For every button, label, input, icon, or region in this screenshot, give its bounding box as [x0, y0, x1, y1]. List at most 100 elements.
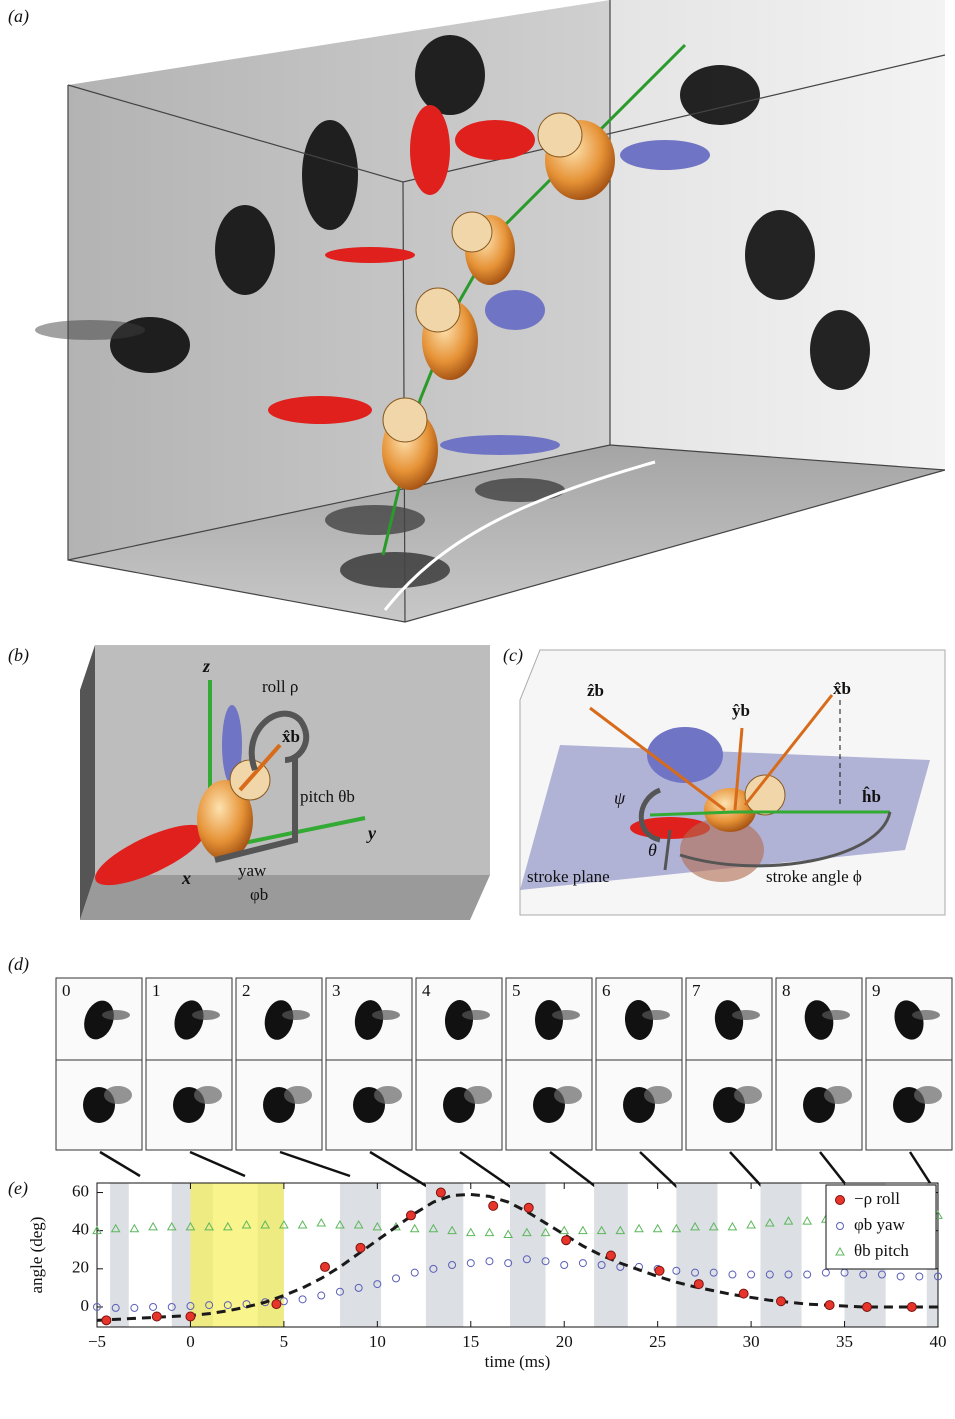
marker	[916, 1273, 923, 1280]
axis-label: ŷb	[732, 701, 750, 720]
fly-wing	[102, 1010, 130, 1020]
marker	[356, 1243, 365, 1252]
marker	[803, 1217, 811, 1224]
panel-label: (d)	[8, 954, 29, 975]
frame-number: 7	[692, 981, 701, 1000]
pitch-label: pitch θb	[300, 787, 355, 806]
fly-wing	[824, 1086, 852, 1104]
y-tick-label: 40	[72, 1220, 89, 1239]
axis-label: ĥb	[862, 786, 881, 806]
marker	[130, 1225, 138, 1232]
marker	[299, 1221, 307, 1228]
marker	[579, 1227, 587, 1234]
fly-wing	[914, 1086, 942, 1104]
angle-label: ψ	[614, 788, 626, 808]
fly-wing	[912, 1010, 940, 1020]
marker	[560, 1227, 568, 1234]
marker	[149, 1223, 157, 1230]
marker	[272, 1300, 281, 1309]
marker	[467, 1260, 474, 1267]
highlight-band	[190, 1183, 283, 1327]
marker	[562, 1236, 571, 1245]
y-tick-label: 60	[72, 1181, 89, 1200]
fly-wing	[732, 1010, 760, 1020]
frame-number: 5	[512, 981, 521, 1000]
marker	[804, 1271, 811, 1278]
x-tick-label: 40	[930, 1332, 947, 1351]
marker	[299, 1296, 306, 1303]
marker	[411, 1225, 419, 1232]
frame-number: 0	[62, 981, 71, 1000]
y-axis-label: angle (deg)	[27, 1217, 46, 1294]
plot-area: −505101520253035400204060time (ms)angle …	[27, 1181, 947, 1370]
marker	[729, 1271, 736, 1278]
fly-wing	[642, 1010, 670, 1020]
marker	[825, 1301, 834, 1310]
marker	[393, 1275, 400, 1282]
panel-label: (a)	[8, 6, 29, 27]
marker	[739, 1289, 748, 1298]
page: Fly roll maneuver figure {"panels": { "a…	[0, 0, 955, 1414]
marker	[524, 1203, 533, 1212]
y-tick-label: 20	[72, 1258, 89, 1277]
marker	[317, 1219, 325, 1226]
frame-number: 6	[602, 981, 611, 1000]
marker	[131, 1304, 138, 1311]
axis-label: y	[366, 823, 377, 843]
x-axis-label: time (ms)	[485, 1352, 551, 1371]
fly-wing	[464, 1086, 492, 1104]
marker	[406, 1211, 415, 1220]
marker	[486, 1258, 493, 1265]
fly-wing	[284, 1086, 312, 1104]
axis-label: x̂b	[282, 727, 300, 746]
page-body: (a) (b)	[0, 0, 955, 1414]
panel-a-box	[35, 0, 945, 622]
axis-label: x	[181, 868, 191, 888]
fly-wing	[644, 1086, 672, 1104]
marker	[489, 1201, 498, 1210]
marker	[102, 1316, 111, 1325]
angle-label: stroke angle ϕ	[766, 867, 862, 886]
marker	[728, 1223, 736, 1230]
fly-wing	[462, 1010, 490, 1020]
frame-number: 3	[332, 981, 341, 1000]
marker	[321, 1262, 330, 1271]
panel-label: (e)	[8, 1178, 28, 1199]
marker	[561, 1262, 568, 1269]
marker	[436, 1188, 445, 1197]
figure: (a) (b)	[0, 0, 955, 1414]
legend-marker	[836, 1196, 845, 1205]
axis-label: z	[202, 656, 210, 676]
marker	[654, 1225, 662, 1232]
frame-number: 2	[242, 981, 251, 1000]
marker	[777, 1297, 786, 1306]
fly-wing	[194, 1086, 222, 1104]
marker	[655, 1266, 664, 1275]
marker	[862, 1302, 871, 1311]
roll-label: roll ρ	[262, 677, 298, 696]
fly-wing	[734, 1086, 762, 1104]
marker	[485, 1229, 493, 1236]
marker	[150, 1303, 157, 1310]
marker	[822, 1269, 829, 1276]
frame-number: 9	[872, 981, 881, 1000]
angle-label: θ	[648, 840, 657, 860]
fly-wing	[372, 1010, 400, 1020]
legend-label: θb pitch	[854, 1241, 909, 1260]
marker	[907, 1302, 916, 1311]
yaw-label: φb	[250, 885, 268, 904]
marker	[635, 1225, 643, 1232]
axis-label: ẑb	[587, 681, 604, 700]
marker	[152, 1312, 161, 1321]
wingbeat-band	[340, 1183, 381, 1327]
marker	[897, 1273, 904, 1280]
marker	[186, 1312, 195, 1321]
frame-number: 8	[782, 981, 791, 1000]
x-tick-label: 15	[462, 1332, 479, 1351]
marker	[411, 1269, 418, 1276]
marker	[606, 1251, 615, 1260]
yaw-label: yaw	[238, 861, 267, 880]
x-tick-label: 35	[836, 1332, 853, 1351]
x-tick-label: 5	[280, 1332, 289, 1351]
legend-label: −ρ roll	[854, 1189, 900, 1208]
